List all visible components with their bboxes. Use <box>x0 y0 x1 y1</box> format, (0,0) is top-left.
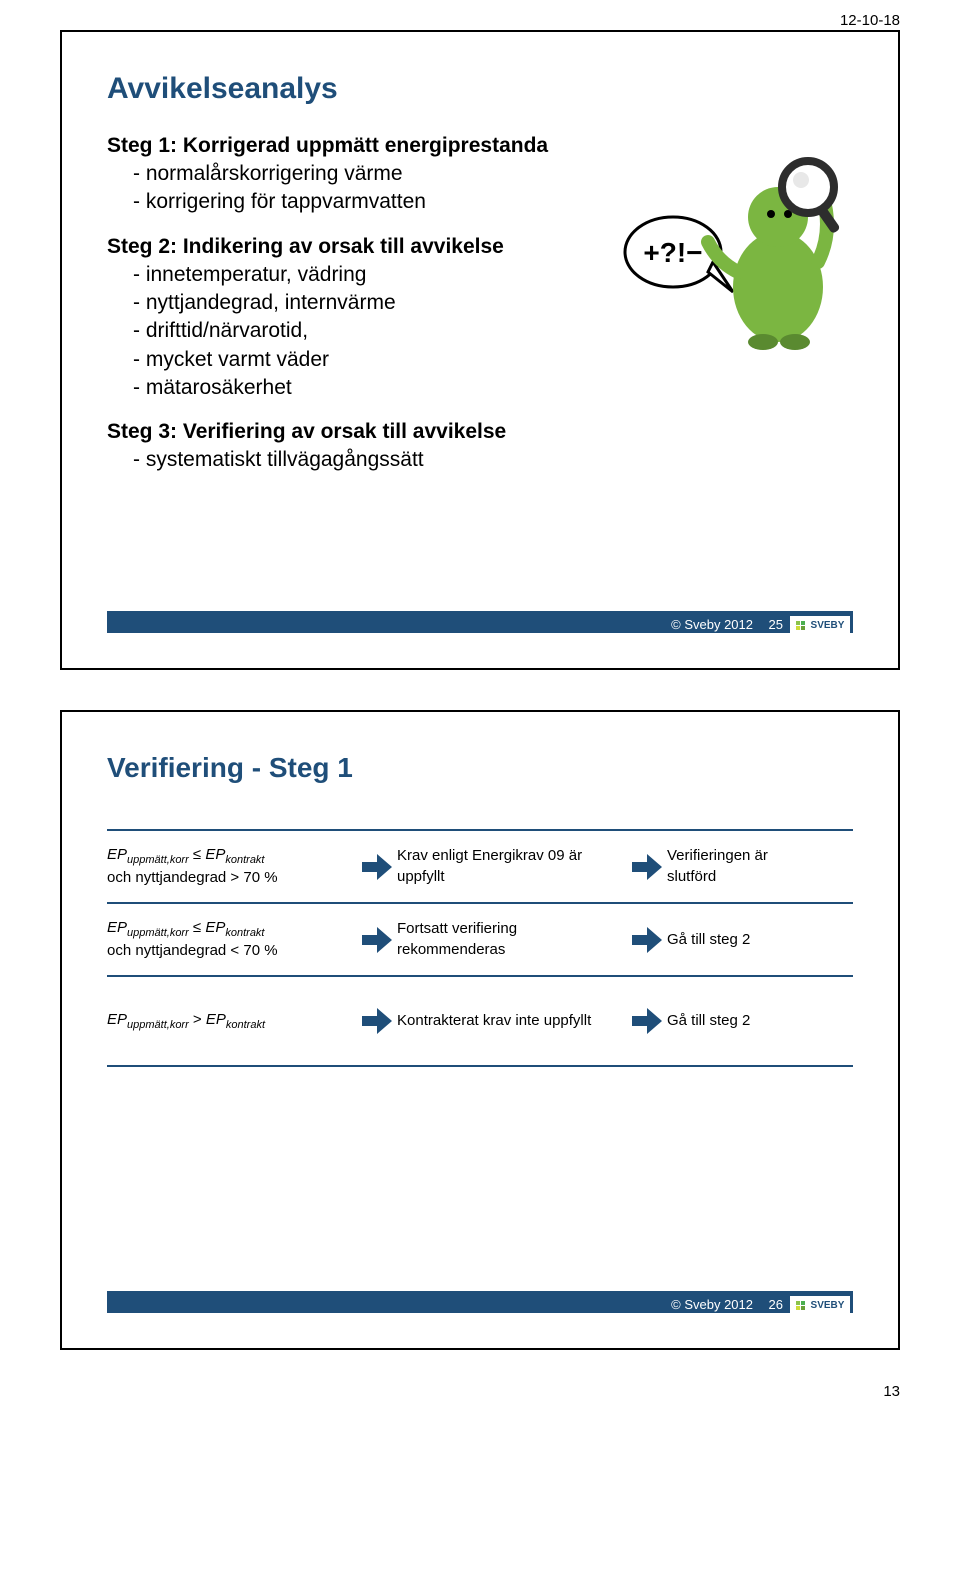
step2-item: - nyttjandegrad, internvärme <box>133 289 627 317</box>
step3-head: Steg 3: Verifiering av orsak till avvike… <box>107 420 627 444</box>
arrow-icon <box>627 854 667 880</box>
slide1-body: Steg 1: Korrigerad uppmätt energiprestan… <box>107 134 627 475</box>
step2-head: Steg 2: Indikering av orsak till avvikel… <box>107 235 627 259</box>
arrow-icon <box>627 927 667 953</box>
table-row: EPuppmätt,korr > EPkontrakt Kontrakterat… <box>107 977 853 1067</box>
footer-slide-num: 25 <box>769 617 783 632</box>
result-cell: Fortsatt verifiering rekommenderas <box>397 919 627 960</box>
arrow-icon <box>627 1008 667 1034</box>
arrow-icon <box>357 1008 397 1034</box>
mascot-graphic: +?!− <box>623 142 853 352</box>
slide1-title: Avvikelseanalys <box>107 72 853 106</box>
step2-item: - mätarosäkerhet <box>133 374 627 402</box>
table-row: EPuppmätt,korr ≤ EPkontrakt och nyttjand… <box>107 831 853 904</box>
step2-item: - innetemperatur, vädring <box>133 261 627 289</box>
sveby-logo: SVEBY <box>790 1296 850 1314</box>
footer-copyright: © Sveby 2012 <box>671 1297 753 1312</box>
action-cell: Gå till steg 2 <box>667 1011 817 1031</box>
step2-item: - mycket varmt väder <box>133 346 627 374</box>
result-cell: Kontrakterat krav inte uppfyllt <box>397 1011 627 1031</box>
result-cell: Krav enligt Energikrav 09 är uppfyllt <box>397 846 627 887</box>
slide-2: Verifiering - Steg 1 EPuppmätt,korr ≤ EP… <box>60 710 900 1350</box>
step1-head: Steg 1: Korrigerad uppmätt energiprestan… <box>107 134 627 158</box>
condition-cell: EPuppmätt,korr ≤ EPkontrakt och nyttjand… <box>107 845 357 888</box>
arrow-icon <box>357 854 397 880</box>
step2-item: - drifttid/närvarotid, <box>133 317 627 345</box>
slide-1: Avvikelseanalys Steg 1: Korrigerad uppmä… <box>60 30 900 670</box>
step1-item: - korrigering för tappvarmvatten <box>133 188 627 216</box>
page-date: 12-10-18 <box>840 12 900 29</box>
footer-slide-num: 26 <box>769 1297 783 1312</box>
table-row: EPuppmätt,korr ≤ EPkontrakt och nyttjand… <box>107 904 853 977</box>
footer-copyright: © Sveby 2012 <box>671 617 753 632</box>
step1-item: - normalårskorrigering värme <box>133 160 627 188</box>
condition-cell: EPuppmätt,korr > EPkontrakt <box>107 1010 357 1033</box>
bubble-text: +?!− <box>643 237 702 268</box>
action-cell: Gå till steg 2 <box>667 930 817 950</box>
action-cell: Verifieringen är slutförd <box>667 846 817 887</box>
sveby-logo: SVEBY <box>790 616 850 634</box>
page-number: 13 <box>883 1383 900 1400</box>
slide2-title: Verifiering - Steg 1 <box>107 752 853 784</box>
step3-item: - systematiskt tillvägagångssätt <box>133 446 627 474</box>
condition-cell: EPuppmätt,korr ≤ EPkontrakt och nyttjand… <box>107 918 357 961</box>
verification-table: EPuppmätt,korr ≤ EPkontrakt och nyttjand… <box>107 829 853 1067</box>
arrow-icon <box>357 927 397 953</box>
